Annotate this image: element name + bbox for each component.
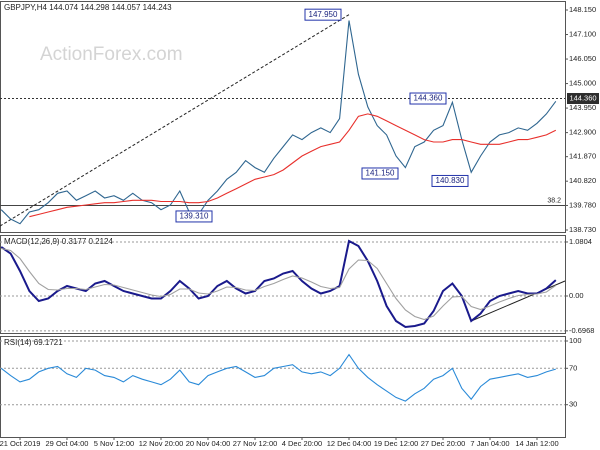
x-tick-label: 29 Oct 04:00 <box>46 439 89 448</box>
macd-title: MACD(12,26,9) 0.3177 0.2124 <box>4 237 114 246</box>
annotation-label: 141.150 <box>366 169 395 178</box>
annotation-box <box>175 210 213 223</box>
fib-label: 38.2 <box>547 197 561 204</box>
y-tick-label: 141.870 <box>569 152 596 161</box>
y-tick-label: 145.000 <box>569 79 596 88</box>
series-line <box>1 247 557 321</box>
y-tick-label: 140.820 <box>569 176 596 185</box>
annotation-label: 140.830 <box>436 176 465 185</box>
y-tick-label: 147.100 <box>569 30 596 39</box>
rsi-panel <box>0 336 566 438</box>
trendline <box>0 14 350 227</box>
y-tick-label: 1.0804 <box>569 237 592 246</box>
annotation-label: 139.310 <box>180 212 209 221</box>
annotation-box <box>431 174 469 187</box>
macd-panel <box>0 235 566 334</box>
x-tick-label: 19 Dec 12:00 <box>374 439 419 448</box>
annotation-box <box>409 92 447 105</box>
y-tick-label: 30 <box>569 400 577 409</box>
x-tick-label: 21 Oct 2019 <box>0 439 40 448</box>
series-line <box>0 20 557 225</box>
annotation-box <box>361 167 399 180</box>
annotation-label: 144.360 <box>414 94 443 103</box>
trendline <box>471 280 566 322</box>
series-line <box>0 353 556 402</box>
y-tick-label: 0.00 <box>569 291 584 300</box>
x-tick-label: 27 Dec 20:00 <box>421 439 466 448</box>
x-tick-label: 5 Nov 12:00 <box>94 439 134 448</box>
x-tick-label: 7 Jan 04:00 <box>470 439 509 448</box>
x-tick-label: 20 Nov 04:00 <box>186 439 231 448</box>
x-tick-label: 14 Jan 12:00 <box>515 439 558 448</box>
annotation-box <box>304 8 342 21</box>
y-tick-label: 142.900 <box>569 128 596 137</box>
y-tick-label: 148.150 <box>569 5 596 14</box>
price-box <box>567 93 599 105</box>
y-tick-label: 146.050 <box>569 54 596 63</box>
x-tick-label: 27 Nov 12:00 <box>233 439 278 448</box>
rsi-title: RSI(14) 69.1721 <box>4 338 63 347</box>
chart-title: GBPJPY,H4 144.074 144.298 144.057 144.24… <box>4 3 172 12</box>
y-tick-label: 138.730 <box>569 225 596 234</box>
y-tick-label: -0.6968 <box>569 326 594 335</box>
annotation-label: 147.950 <box>309 10 338 19</box>
x-tick-label: 4 Dec 20:00 <box>282 439 322 448</box>
y-tick-label: 139.780 <box>569 200 596 209</box>
watermark: ActionForex.com <box>40 44 183 65</box>
x-tick-label: 12 Nov 20:00 <box>139 439 184 448</box>
price-box-label: 144.360 <box>569 93 596 102</box>
y-tick-label: 100 <box>569 336 582 345</box>
series-line <box>0 239 557 329</box>
price-panel <box>0 1 566 233</box>
y-tick-label: 70 <box>569 363 577 372</box>
x-tick-label: 12 Dec 04:00 <box>327 439 372 448</box>
y-tick-label: 143.950 <box>569 103 596 112</box>
series-line <box>29 113 557 218</box>
